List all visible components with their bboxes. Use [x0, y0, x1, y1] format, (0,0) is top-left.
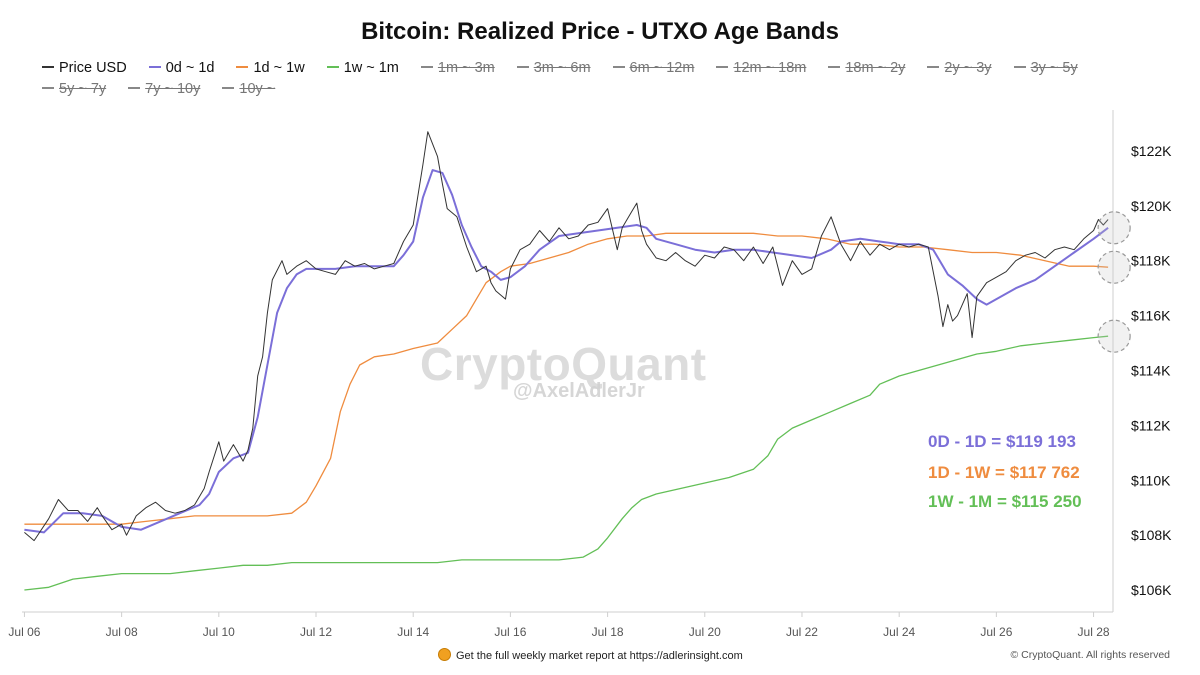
legend-label: 3m ~ 6m: [533, 60, 591, 76]
x-tick-label: Jul 20: [689, 625, 721, 639]
annotation-0d-1d: 0D - 1D = $119 193: [928, 432, 1076, 451]
y-tick-label: $112K: [1131, 417, 1171, 433]
x-tick-label: Jul 06: [8, 625, 40, 639]
legend-item[interactable]: 6m ~ 12m: [612, 58, 695, 79]
y-tick-label: $114K: [1131, 362, 1171, 378]
x-tick-label: Jul 22: [786, 625, 818, 639]
legend-label: 1w ~ 1m: [343, 60, 399, 76]
legend-item[interactable]: 2y ~ 3y: [927, 58, 992, 79]
legend-label: 6m ~ 12m: [629, 60, 695, 76]
legend-line-icon: [612, 66, 625, 69]
legend-line-icon: [148, 66, 161, 69]
y-tick-label: $120K: [1131, 198, 1172, 214]
legend-item[interactable]: 10y ~: [222, 79, 275, 100]
legend-item[interactable]: 12m ~ 18m: [716, 58, 806, 79]
legend-line-icon: [222, 87, 235, 90]
x-tick-label: Jul 24: [883, 625, 915, 639]
legend-line-icon: [326, 66, 339, 69]
legend-line-icon: [927, 66, 940, 69]
report-icon: [438, 648, 451, 661]
legend-item[interactable]: 1w ~ 1m: [326, 58, 399, 79]
watermark-logo-text: CryptoQuant: [420, 338, 707, 390]
legend-label: 5y ~ 7y: [59, 81, 107, 97]
series-line-price-usd: [24, 131, 1109, 542]
x-tick-label: Jul 08: [106, 625, 138, 639]
series-line-1w-1m: [24, 335, 1109, 591]
legend-item[interactable]: 3y ~ 5y: [1013, 58, 1078, 79]
legend-item[interactable]: 3m ~ 6m: [516, 58, 591, 79]
legend-label: 18m ~ 2y: [845, 60, 906, 76]
legend-item[interactable]: Price USD: [42, 58, 127, 79]
legend-item[interactable]: 1m ~ 3m: [420, 58, 495, 79]
watermark-handle: @AxelAdlerJr: [513, 380, 645, 402]
legend-label: 1m ~ 3m: [437, 60, 495, 76]
legend-item[interactable]: 0d ~ 1d: [148, 58, 215, 79]
legend-label: Price USD: [59, 60, 127, 76]
x-tick-label: Jul 26: [980, 625, 1012, 639]
legend-line-icon: [828, 66, 841, 69]
chart-title: Bitcoin: Realized Price - UTXO Age Bands: [361, 18, 839, 45]
legend-item[interactable]: 5y ~ 7y: [42, 79, 106, 100]
legend-label: 7y ~ 10y: [145, 81, 201, 97]
x-tick-label: Jul 16: [494, 625, 526, 639]
legend-line-icon: [42, 66, 54, 69]
annotation-1d-1w: 1D - 1W = $117 762: [928, 463, 1080, 482]
legend-item[interactable]: 7y ~ 10y: [128, 79, 200, 100]
annotation-1w-1m: 1W - 1M = $115 250: [928, 492, 1082, 511]
legend-label: 1d ~ 1w: [253, 60, 305, 76]
footer-note[interactable]: Get the full weekly market report at htt…: [438, 648, 743, 662]
chart-legend: Price USD 0d ~ 1d 1d ~ 1w 1w ~ 1m 1m ~ 3m 3m …: [42, 58, 1172, 100]
legend-line-icon: [42, 87, 54, 90]
copyright: © CryptoQuant. All rights reserved: [1010, 649, 1170, 661]
legend-label: 2y ~ 3y: [944, 60, 992, 76]
legend-label: 10y ~: [239, 81, 276, 97]
legend-line-icon: [236, 66, 249, 69]
y-tick-label: $122K: [1131, 143, 1172, 159]
legend-line-icon: [716, 66, 729, 69]
y-tick-label: $118K: [1131, 253, 1171, 269]
legend-line-icon: [1013, 66, 1026, 69]
highlight-circle: [1097, 250, 1131, 284]
legend-item[interactable]: 1d ~ 1w: [236, 58, 305, 79]
legend-line-icon: [420, 66, 433, 69]
y-tick-label: $116K: [1131, 308, 1171, 324]
x-tick-label: Jul 12: [300, 625, 332, 639]
x-tick-label: Jul 18: [592, 625, 624, 639]
x-tick-label: Jul 10: [203, 625, 235, 639]
legend-label: 12m ~ 18m: [733, 60, 807, 76]
series-line-1d-1w: [24, 232, 1109, 525]
legend-label: 3y ~ 5y: [1030, 60, 1078, 76]
legend-line-icon: [128, 87, 141, 90]
y-tick-label: $110K: [1131, 472, 1171, 488]
y-tick-label: $106K: [1131, 582, 1172, 598]
x-tick-label: Jul 28: [1078, 625, 1110, 639]
footer-note-text: Get the full weekly market report at htt…: [456, 650, 743, 662]
legend-item[interactable]: 18m ~ 2y: [828, 58, 905, 79]
highlight-circle: [1097, 211, 1131, 245]
legend-label: 0d ~ 1d: [165, 60, 215, 76]
highlight-circle: [1097, 319, 1131, 353]
x-tick-label: Jul 14: [397, 625, 429, 639]
legend-line-icon: [516, 66, 529, 69]
y-tick-label: $108K: [1131, 527, 1172, 543]
